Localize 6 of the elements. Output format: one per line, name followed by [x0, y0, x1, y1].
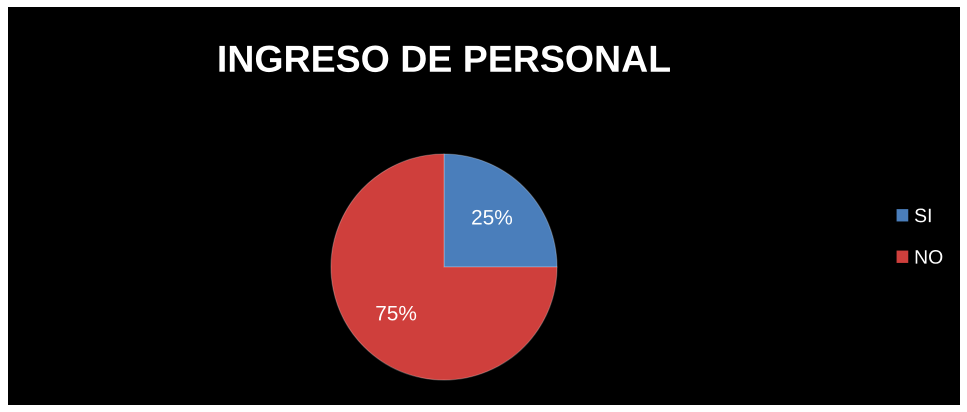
legend-label: SI	[914, 208, 931, 222]
data-label: 75%	[376, 306, 416, 321]
pie-slice	[330, 153, 558, 381]
chart-title: INGRESO DE PERSONAL	[219, 46, 670, 72]
legend-label: NO	[916, 250, 942, 264]
data-label: 25%	[472, 210, 512, 225]
